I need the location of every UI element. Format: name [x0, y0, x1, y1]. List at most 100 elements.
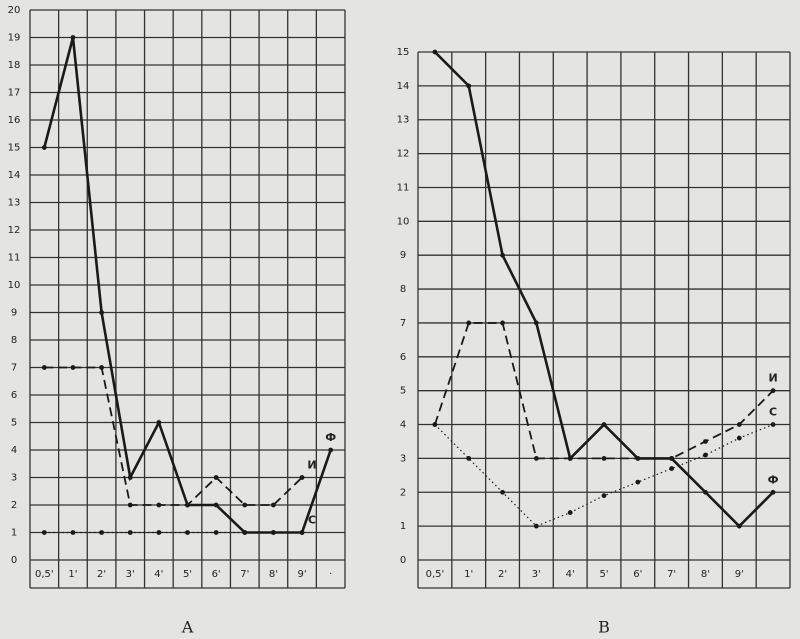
chart-title: А — [181, 618, 193, 637]
y-tick-label: 5 — [400, 386, 406, 397]
y-tick-label: 1 — [11, 528, 17, 539]
data-point — [601, 493, 607, 499]
series-label: Ф — [768, 473, 779, 486]
series-line — [434, 322, 774, 460]
x-tick-label: 8' — [269, 569, 278, 580]
series-label: И — [768, 372, 777, 385]
x-tick-label: 6' — [633, 569, 642, 580]
x-tick-label: 7' — [667, 569, 676, 580]
series-label: С — [769, 406, 777, 419]
data-point — [567, 510, 573, 515]
y-tick-label: 0 — [400, 555, 406, 566]
y-tick-label: 10 — [397, 216, 410, 227]
data-point — [99, 365, 104, 370]
y-tick-label: 12 — [8, 225, 21, 236]
data-point — [127, 475, 133, 480]
data-point — [533, 523, 539, 529]
data-point — [127, 502, 133, 508]
data-point — [736, 422, 742, 427]
x-tick-label: 2' — [97, 569, 106, 580]
data-point — [156, 420, 162, 425]
x-tick-label: 4' — [154, 569, 163, 580]
x-tick-label: 1' — [464, 569, 473, 580]
x-tick-label: 2' — [498, 569, 507, 580]
x-tick-label: 1' — [68, 569, 77, 580]
data-point — [99, 530, 104, 535]
series-line — [44, 366, 303, 506]
data-point — [213, 475, 219, 480]
data-point — [466, 83, 472, 89]
data-point — [70, 35, 76, 40]
data-point — [271, 530, 276, 535]
data-point — [669, 456, 675, 461]
x-tick-label: 5' — [599, 569, 608, 580]
x-tick-label: 6' — [212, 569, 221, 580]
y-tick-label: 2 — [11, 500, 17, 511]
x-tick-label: 3' — [126, 569, 135, 580]
data-point — [213, 530, 219, 535]
y-tick-label: 8 — [11, 335, 17, 346]
x-tick-label: 3' — [532, 569, 541, 580]
y-tick-label: 5 — [11, 418, 17, 429]
y-tick-label: 3 — [11, 473, 17, 484]
data-point — [703, 489, 708, 495]
x-tick-label: 0,5' — [426, 569, 445, 580]
data-point — [41, 365, 47, 370]
data-point — [703, 452, 708, 458]
series-label: С — [308, 514, 316, 527]
y-tick-label: 1 — [400, 521, 406, 532]
data-point — [70, 530, 76, 535]
data-point — [669, 466, 675, 471]
x-tick-label: 9' — [735, 569, 744, 580]
y-tick-label: 12 — [397, 149, 410, 160]
data-point — [299, 475, 305, 480]
x-tick-label: 0,5' — [35, 569, 54, 580]
data-point — [213, 502, 219, 508]
y-tick-label: 20 — [8, 5, 21, 16]
y-tick-label: 15 — [8, 143, 21, 154]
data-point — [185, 502, 190, 508]
data-point — [127, 530, 133, 535]
data-point — [635, 479, 641, 485]
data-point — [770, 489, 776, 495]
series-label: Ф — [325, 431, 336, 444]
y-tick-label: 14 — [397, 81, 410, 92]
x-tick-label: · — [329, 569, 332, 580]
data-point — [156, 502, 162, 508]
y-tick-label: 18 — [8, 60, 21, 71]
data-point — [299, 530, 305, 535]
data-point — [500, 320, 505, 326]
data-point — [466, 320, 472, 326]
data-point — [432, 422, 438, 427]
y-tick-label: 0 — [11, 555, 17, 566]
chart-title: В — [598, 618, 610, 637]
y-tick-label: 4 — [11, 445, 17, 456]
data-point — [770, 422, 776, 427]
data-point — [466, 456, 472, 461]
y-tick-label: 15 — [397, 47, 410, 58]
data-point — [533, 320, 539, 326]
data-point — [242, 530, 248, 535]
x-tick-label: 9' — [297, 569, 306, 580]
y-tick-label: 9 — [11, 308, 17, 319]
x-tick-label: 5' — [183, 569, 192, 580]
data-point — [242, 502, 248, 508]
y-tick-label: 6 — [400, 352, 406, 363]
y-tick-label: 2 — [400, 487, 406, 498]
data-point — [736, 523, 742, 529]
y-tick-label: 13 — [8, 198, 21, 209]
data-point — [432, 49, 438, 55]
y-tick-label: 16 — [8, 115, 21, 126]
x-tick-label: 7' — [240, 569, 249, 580]
data-point — [70, 365, 76, 370]
data-point — [635, 456, 641, 461]
data-point — [533, 456, 539, 461]
y-tick-label: 11 — [397, 182, 410, 193]
data-point — [703, 439, 708, 444]
data-point — [500, 252, 505, 258]
data-point — [185, 530, 190, 535]
y-tick-label: 6 — [11, 390, 17, 401]
data-point — [770, 388, 776, 394]
